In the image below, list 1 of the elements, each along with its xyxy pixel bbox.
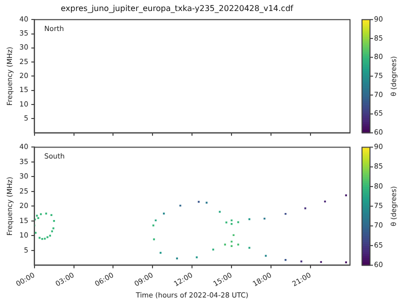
chart-title: expres_juno_jupiter_europa_txka-y235_20220428_v14.cdf	[60, 4, 294, 13]
